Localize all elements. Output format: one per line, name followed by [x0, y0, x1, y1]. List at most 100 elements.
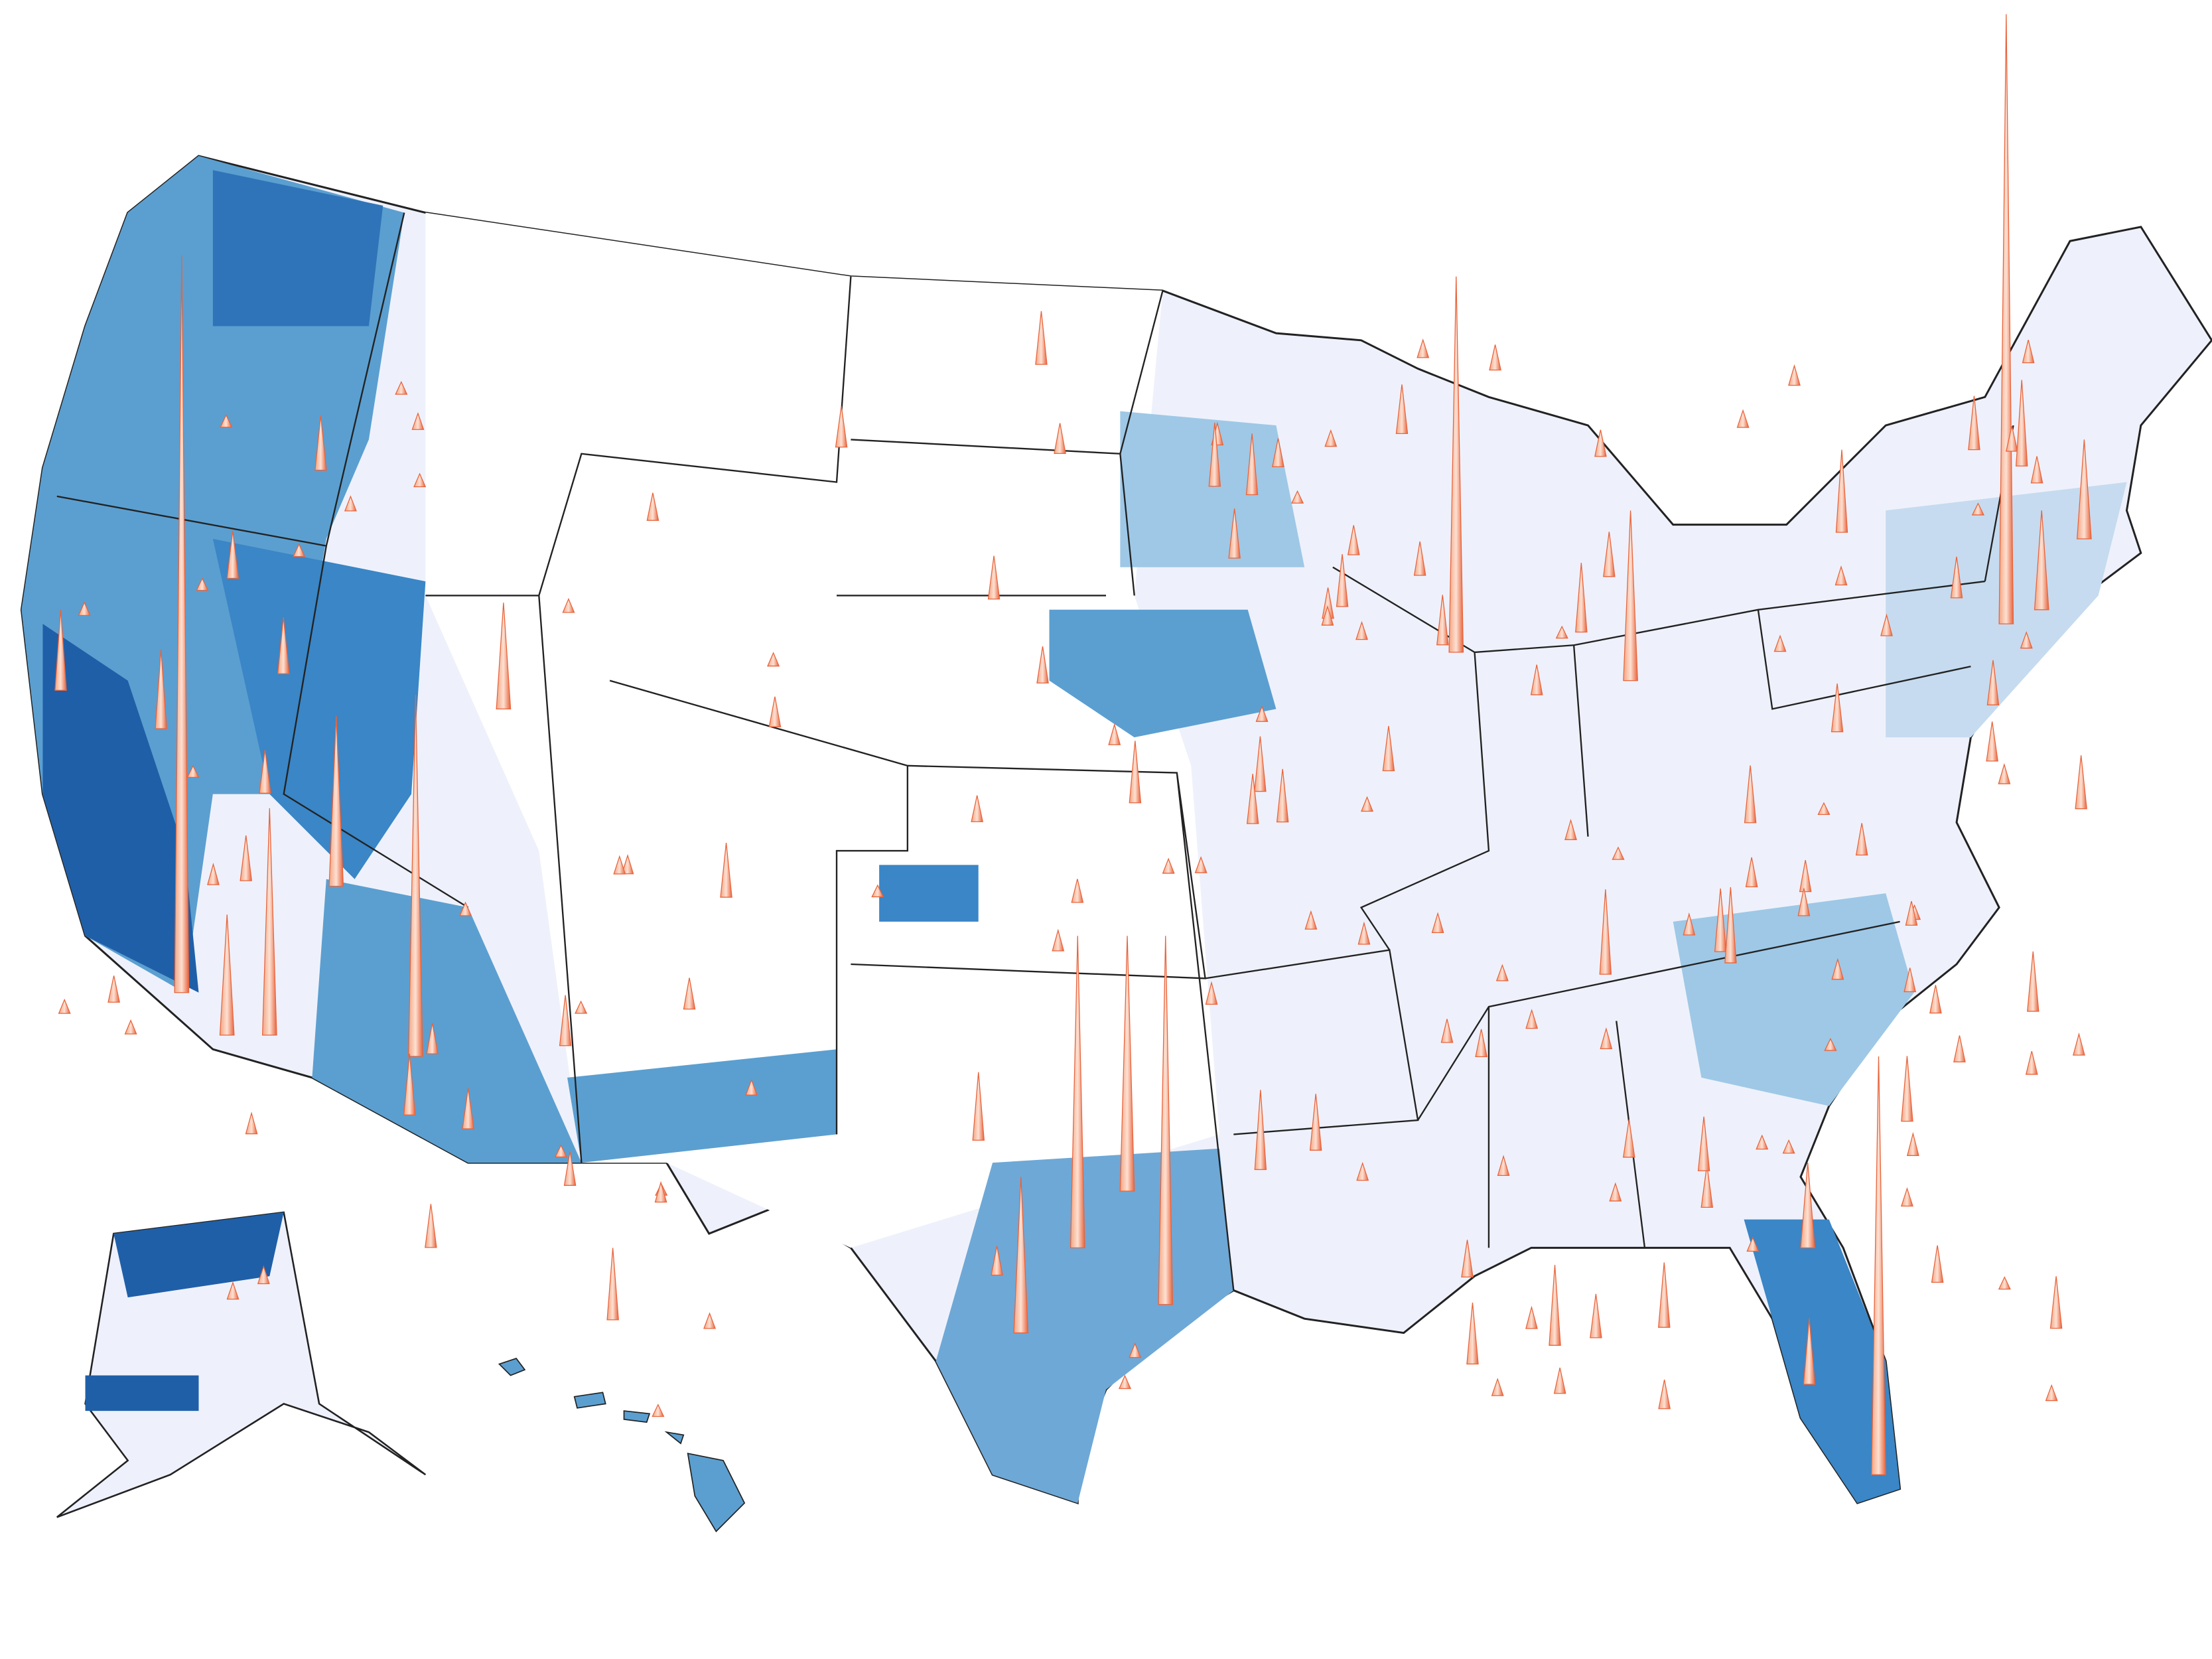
spike: [2016, 380, 2028, 467]
spike: [2075, 755, 2087, 810]
population-spikes: [54, 14, 2092, 1475]
spike: [1194, 856, 1208, 873]
spike: [1070, 936, 1085, 1248]
spike: [1431, 912, 1444, 933]
spike: [1013, 1177, 1029, 1334]
spike: [413, 472, 427, 488]
spike: [1968, 396, 1980, 451]
spike: [240, 835, 253, 881]
spike: [344, 495, 357, 512]
spike: [1953, 1035, 1966, 1062]
spike: [1700, 1165, 1714, 1208]
spike: [1489, 344, 1501, 371]
spike: [1986, 660, 2000, 705]
spike: [1162, 857, 1175, 874]
midwest-blue: [1049, 609, 1277, 738]
spike: [1255, 705, 1269, 722]
spike: [683, 977, 696, 1010]
spike: [1756, 1134, 1769, 1150]
spike: [1497, 1155, 1510, 1177]
spike: [1612, 846, 1625, 860]
spike: [1599, 889, 1612, 975]
spike: [245, 1112, 258, 1135]
spike: [1622, 1119, 1635, 1158]
spike: [1555, 625, 1568, 639]
spike: [1950, 556, 1963, 599]
florida-blue: [1744, 1219, 1900, 1503]
spike: [1228, 508, 1241, 559]
spike: [328, 716, 344, 887]
spike: [155, 649, 167, 729]
spike: [1036, 646, 1049, 684]
spike: [1382, 725, 1395, 772]
spike: [554, 1144, 568, 1158]
spike: [1129, 1342, 1142, 1358]
spike: [1623, 510, 1638, 682]
spike: [1744, 765, 1757, 824]
spike: [1594, 429, 1607, 457]
spike: [2073, 1032, 2085, 1056]
spike: [1800, 1163, 1816, 1248]
spike: [1525, 1305, 1538, 1329]
hawaii: [498, 1358, 746, 1533]
spike: [703, 1312, 717, 1329]
spike: [871, 884, 884, 898]
spike: [411, 412, 425, 430]
spike: [314, 415, 327, 471]
alaska-blue: [85, 1212, 284, 1411]
spike: [575, 1000, 588, 1014]
spike: [1071, 879, 1084, 903]
spike: [720, 842, 732, 898]
spike: [1549, 1265, 1561, 1346]
spike: [1658, 1262, 1671, 1328]
spike: [1119, 936, 1135, 1192]
spike: [1272, 438, 1284, 468]
spike: [1475, 1029, 1487, 1058]
spike: [1724, 887, 1737, 964]
spike: [1603, 532, 1616, 577]
spike: [1158, 936, 1174, 1305]
spike: [226, 1281, 240, 1300]
spike: [1254, 1090, 1267, 1171]
spike: [1609, 1182, 1622, 1202]
spike: [1929, 985, 1942, 1014]
spike: [1906, 1131, 1919, 1156]
spike: [1495, 964, 1509, 981]
spike: [408, 694, 423, 1057]
spike: [226, 530, 240, 579]
spike: [1208, 422, 1221, 487]
spike: [613, 855, 626, 875]
spike: [1817, 802, 1831, 816]
spike: [1118, 1374, 1132, 1390]
spike: [1129, 741, 1142, 804]
spike: [293, 543, 306, 557]
spike: [1901, 1187, 1913, 1207]
spike: [174, 255, 190, 993]
spike: [1355, 620, 1368, 640]
spike: [1871, 1056, 1886, 1475]
spike: [1799, 859, 1812, 893]
spike: [1324, 429, 1338, 447]
spike: [1108, 723, 1121, 745]
spike: [425, 1204, 437, 1248]
spike: [1998, 762, 2011, 784]
california-dark: [42, 624, 199, 993]
spike: [562, 597, 575, 613]
spike: [2025, 1050, 2038, 1075]
spike: [1304, 910, 1318, 930]
spike: [1246, 774, 1259, 824]
spike: [1683, 912, 1696, 936]
spike: [971, 795, 984, 822]
spike: [2022, 340, 2035, 364]
spike: [1831, 958, 1844, 980]
spike: [1575, 563, 1588, 633]
spike: [991, 1246, 1003, 1276]
spike: [1745, 857, 1758, 888]
spike: [58, 998, 71, 1014]
spike: [1525, 1009, 1539, 1029]
texas-blue: [935, 1148, 1234, 1503]
spike: [621, 853, 634, 875]
spike: [1052, 928, 1065, 952]
spike: [559, 995, 572, 1046]
